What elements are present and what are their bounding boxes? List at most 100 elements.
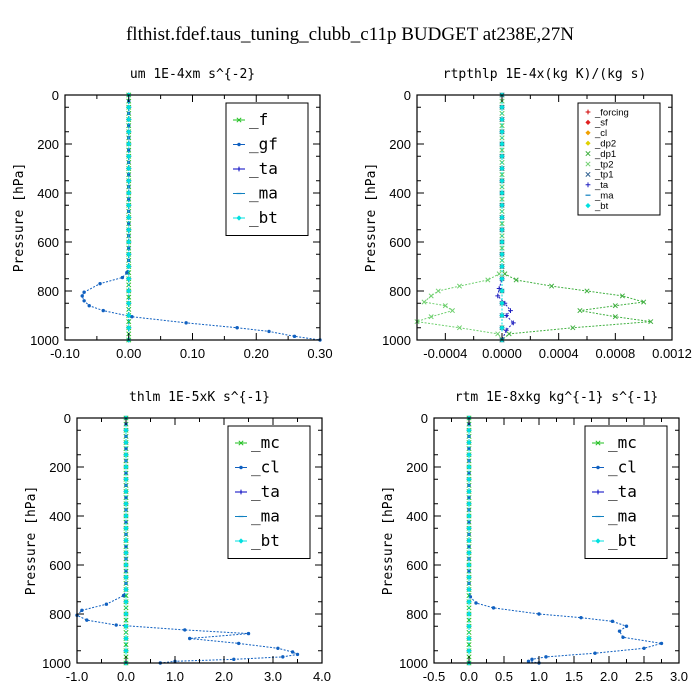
legend-marker [238,489,244,495]
data-point [435,288,441,294]
data-point [485,277,491,283]
data-point [466,501,472,507]
y-tick-label: 0 [64,411,71,426]
legend-label: _ma [608,507,637,526]
data-point [579,615,583,620]
legend-marker [595,489,601,495]
data-point [98,281,102,286]
data-point [123,427,129,433]
data-point [467,569,471,573]
panel-title: rtm 1E-8xkg kg^{-1} s^{-1} [455,390,659,405]
legend-label: _tp1 [594,170,614,181]
data-point [659,641,664,646]
data-point [499,165,505,172]
data-point [467,520,471,524]
data-point [127,123,131,128]
data-point [549,283,555,289]
y-tick-label: 0 [404,88,411,103]
legend: _forcing_sf_cl_dp2_dp1_tp2_tp1_ta_ma_bt [577,102,661,216]
x-tick-label: -0.0004 [423,346,467,361]
y-axis-label: Pressure [hPa] [12,163,27,273]
data-point [126,129,132,135]
y-tick-label: 1000 [30,333,59,348]
y-tick-label: 200 [406,460,428,475]
data-point [648,319,654,325]
data-point [123,464,129,470]
data-point [125,270,129,275]
data-point [82,290,86,294]
series-line [501,95,651,341]
data-point [496,286,502,291]
series-tp2 [414,92,505,343]
y-tick-label: 400 [389,186,411,201]
data-point [123,586,129,593]
legend-label: _sf [594,118,608,129]
data-point [468,595,473,599]
data-point [466,525,472,531]
data-point [466,574,472,580]
data-point [235,326,239,330]
series-line [416,95,503,341]
data-point [624,624,629,628]
x-tick-label: 0.0004 [539,346,579,361]
data-point [499,153,505,159]
data-point [499,214,505,221]
legend: _f _gf _ta _ma _bt [225,102,309,236]
data-point [124,569,128,573]
x-tick-label: -1.0 [66,669,88,684]
data-point [126,116,132,123]
x-tick-label: 1.5 [565,669,583,684]
data-point [466,550,472,556]
legend-label: _ta [249,159,278,178]
panel-title: rtpthlp 1E-4x(kg K)/(kg s) [443,67,647,82]
data-point [123,537,129,544]
x-tick-label: 1.0 [530,669,548,684]
data-point [466,476,472,482]
data-point [526,659,531,663]
data-point [126,141,132,147]
data-point [466,427,472,433]
legend-marker [585,182,591,188]
data-point [506,331,512,337]
data-point [456,283,463,289]
data-point [503,327,509,333]
data-point [466,586,472,593]
data-point [126,288,132,294]
data-point [466,488,472,495]
data-point [467,495,471,500]
data-point [449,308,455,314]
y-tick-label: 800 [37,284,59,299]
y-tick-label: 200 [49,460,71,475]
data-point [124,495,128,500]
chart-panel-1: um 1E-4xm s^{-2} Pressure [hPa] -0.10 0.00 0… [12,67,333,361]
data-point [123,599,129,605]
data-point [126,251,132,257]
data-point [292,334,297,339]
data-point [188,636,192,641]
data-point [232,657,236,662]
data-point [126,300,132,306]
data-point [124,471,128,475]
data-point [467,446,471,451]
y-axis-label: Pressure [hPa] [24,486,39,596]
legend-marker [238,440,244,446]
legend-marker [585,203,591,209]
legend-marker [595,440,601,446]
data-point [114,623,118,627]
data-point [466,537,472,544]
y-tick-label: 600 [37,235,59,250]
data-point [642,646,646,650]
data-point [466,513,472,519]
data-point [123,452,129,458]
legend-marker [585,140,591,146]
y-tick-label: 400 [49,509,71,524]
series-ta [495,92,516,343]
data-point [508,308,513,313]
data-point [466,635,472,642]
data-point [123,635,129,642]
data-point [290,650,295,654]
data-point [267,329,271,334]
data-point [104,602,109,606]
series-bt [466,415,472,666]
